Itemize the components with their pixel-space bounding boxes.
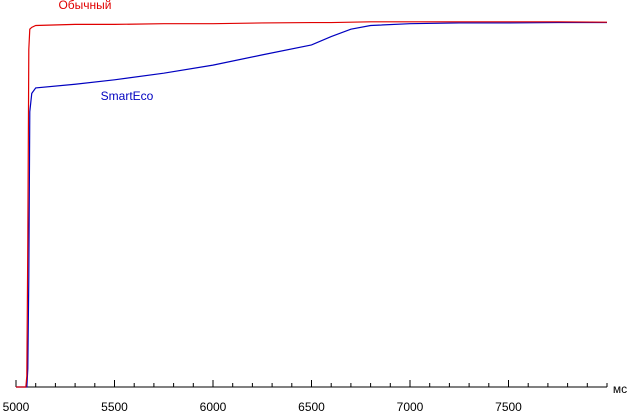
x-axis-unit: мс: [613, 382, 627, 396]
x-tick-label: 6500: [298, 400, 325, 414]
x-tick-label: 7500: [495, 400, 522, 414]
series-line: [16, 21, 608, 388]
series-label: Обычный: [58, 0, 111, 12]
x-tick-label: 6000: [200, 400, 227, 414]
x-tick-label: 7000: [397, 400, 424, 414]
series-label: SmartEco: [101, 89, 154, 103]
x-tick-label: 5000: [3, 400, 30, 414]
x-tick-label: 5500: [101, 400, 128, 414]
series-line: [16, 21, 607, 388]
